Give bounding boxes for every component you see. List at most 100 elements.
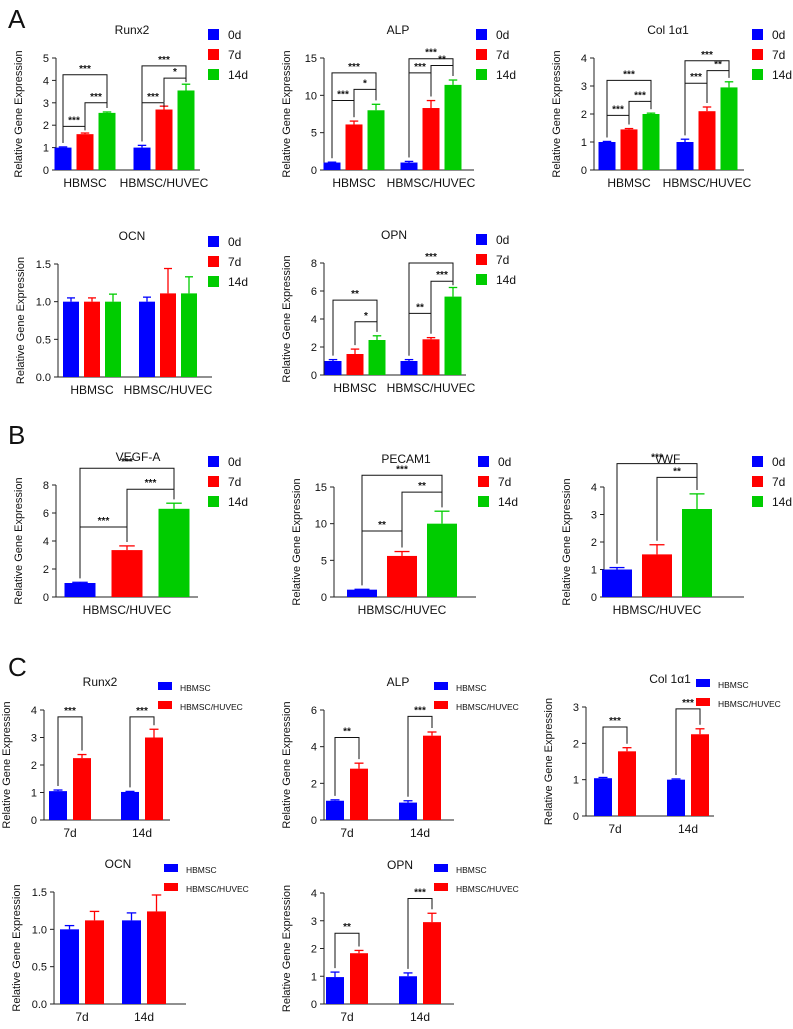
bar-7d [76, 134, 94, 170]
significance-bracket [407, 898, 433, 969]
chart-title: OCN [105, 857, 132, 871]
bar-0d [676, 142, 694, 170]
y-tick-label: 0 [321, 592, 327, 604]
y-tick-label: 0 [311, 165, 317, 177]
y-tick-label: 1.0 [32, 924, 47, 936]
chart-title: ALP [387, 23, 410, 37]
x-category-label: 14d [410, 1010, 430, 1024]
y-tick-label: 3 [591, 510, 597, 522]
legend-label: 0d [228, 235, 241, 249]
legend-swatch [752, 456, 763, 467]
bar-0d [400, 162, 418, 170]
legend-label: 7d [496, 253, 509, 267]
x-category-label: 14d [134, 1010, 154, 1024]
y-tick-label: 4 [43, 75, 49, 87]
legend-swatch [476, 29, 487, 40]
bar-7d [345, 124, 363, 170]
y-axis-label: Relative Gene Expression [551, 50, 563, 177]
y-tick-label: 0 [581, 165, 587, 177]
y-tick-label: 5 [311, 128, 317, 140]
significance-bracket [334, 737, 360, 796]
bar-14d [642, 114, 660, 170]
y-tick-label: 0.5 [36, 334, 51, 346]
y-tick-label: 0.0 [32, 999, 47, 1011]
x-category-label: 14d [410, 826, 430, 840]
bar-0d [64, 583, 96, 597]
bar-14d [682, 509, 712, 597]
significance-bracket [129, 716, 155, 788]
significance-label: *** [98, 516, 110, 527]
bar-hbmsc [399, 802, 417, 820]
legend-label: 7d [228, 255, 241, 269]
y-axis-label: Relative Gene Expression [561, 478, 573, 605]
bar-hbmsc [121, 791, 139, 820]
y-tick-label: 1.5 [32, 887, 47, 899]
legend-label: HBMSC [718, 680, 749, 690]
chart-11-ocn: OCN Relative Gene Expression 0.0 0.5 1.0 1.5 7… [11, 857, 249, 1024]
y-tick-label: 3 [581, 81, 587, 93]
y-axis-label: Relative Gene Expression [281, 255, 293, 382]
bar-hbmsc-huvec [350, 953, 368, 1004]
y-tick-label: 4 [311, 314, 317, 326]
significance-label: ** [351, 289, 359, 300]
significance-label: *** [79, 64, 91, 75]
chart-title: Col 1α1 [647, 23, 689, 37]
bar-7d [422, 339, 440, 375]
legend-label: 0d [496, 233, 509, 247]
chart-title: Runx2 [83, 675, 118, 689]
x-category-label: HBMSC/HUVEC [120, 176, 209, 190]
chart-1-alp: ALP Relative Gene Expression 0 5 10 15 HBMSC HB… [281, 23, 516, 190]
bar-hbmsc [60, 929, 79, 1004]
significance-label: ** [343, 727, 351, 738]
chart-2-col-1-1: Col 1α1 Relative Gene Expression 0 1 2 3 4 HBMS… [551, 23, 792, 190]
y-tick-label: 1 [311, 971, 317, 983]
bar-hbmsc-huvec [691, 734, 709, 816]
y-tick-label: 6 [43, 508, 49, 520]
legend-swatch [696, 679, 710, 687]
y-axis-label: Relative Gene Expression [281, 701, 293, 828]
bar-0d [400, 361, 418, 375]
significance-label: ** [378, 520, 386, 531]
legend-label: 14d [496, 68, 516, 82]
legend-label: 0d [228, 28, 241, 42]
significance-bracket [334, 932, 360, 969]
legend-swatch [752, 476, 763, 487]
chart-3-ocn: OCN Relative Gene Expression 0.0 0.5 1.0 1.5 H… [15, 229, 248, 397]
bar-14d [105, 301, 121, 377]
x-category-label: HBMSC [333, 381, 377, 395]
legend-label: 7d [496, 48, 509, 62]
legend-label: HBMSC [186, 865, 217, 875]
bar-hbmsc [49, 791, 67, 820]
significance-label: *** [425, 48, 437, 59]
y-tick-label: 3 [573, 702, 579, 714]
significance-label: * [173, 67, 177, 78]
y-tick-label: 0.0 [36, 372, 51, 384]
bar-0d [323, 162, 341, 170]
bar-14d [181, 293, 197, 377]
bar-0d [347, 589, 377, 597]
y-tick-label: 6 [311, 705, 317, 717]
y-tick-label: 15 [315, 482, 327, 494]
y-tick-label: 8 [311, 258, 317, 270]
y-tick-label: 5 [43, 53, 49, 65]
legend-label: HBMSC [456, 683, 487, 693]
y-tick-label: 15 [305, 53, 317, 65]
y-tick-label: 3 [31, 733, 37, 745]
x-category-label: 14d [678, 822, 698, 836]
y-tick-label: 3 [311, 916, 317, 928]
y-tick-label: 0 [591, 592, 597, 604]
chart-0-runx2: Runx2 Relative Gene Expression 0 1 2 3 4 5 HBMSC… [13, 23, 248, 190]
significance-label: * [363, 78, 367, 89]
legend-label: 14d [772, 68, 792, 82]
legend-swatch [208, 236, 219, 247]
x-category-label: HBMSC [332, 176, 376, 190]
x-category-label: HBMSC/HUVEC [83, 603, 172, 617]
bar-7d [346, 354, 364, 375]
y-tick-label: 4 [311, 888, 317, 900]
significance-label: *** [436, 270, 448, 281]
legend-label: 0d [496, 28, 509, 42]
significance-bracket [407, 715, 433, 797]
y-tick-label: 1 [591, 565, 597, 577]
